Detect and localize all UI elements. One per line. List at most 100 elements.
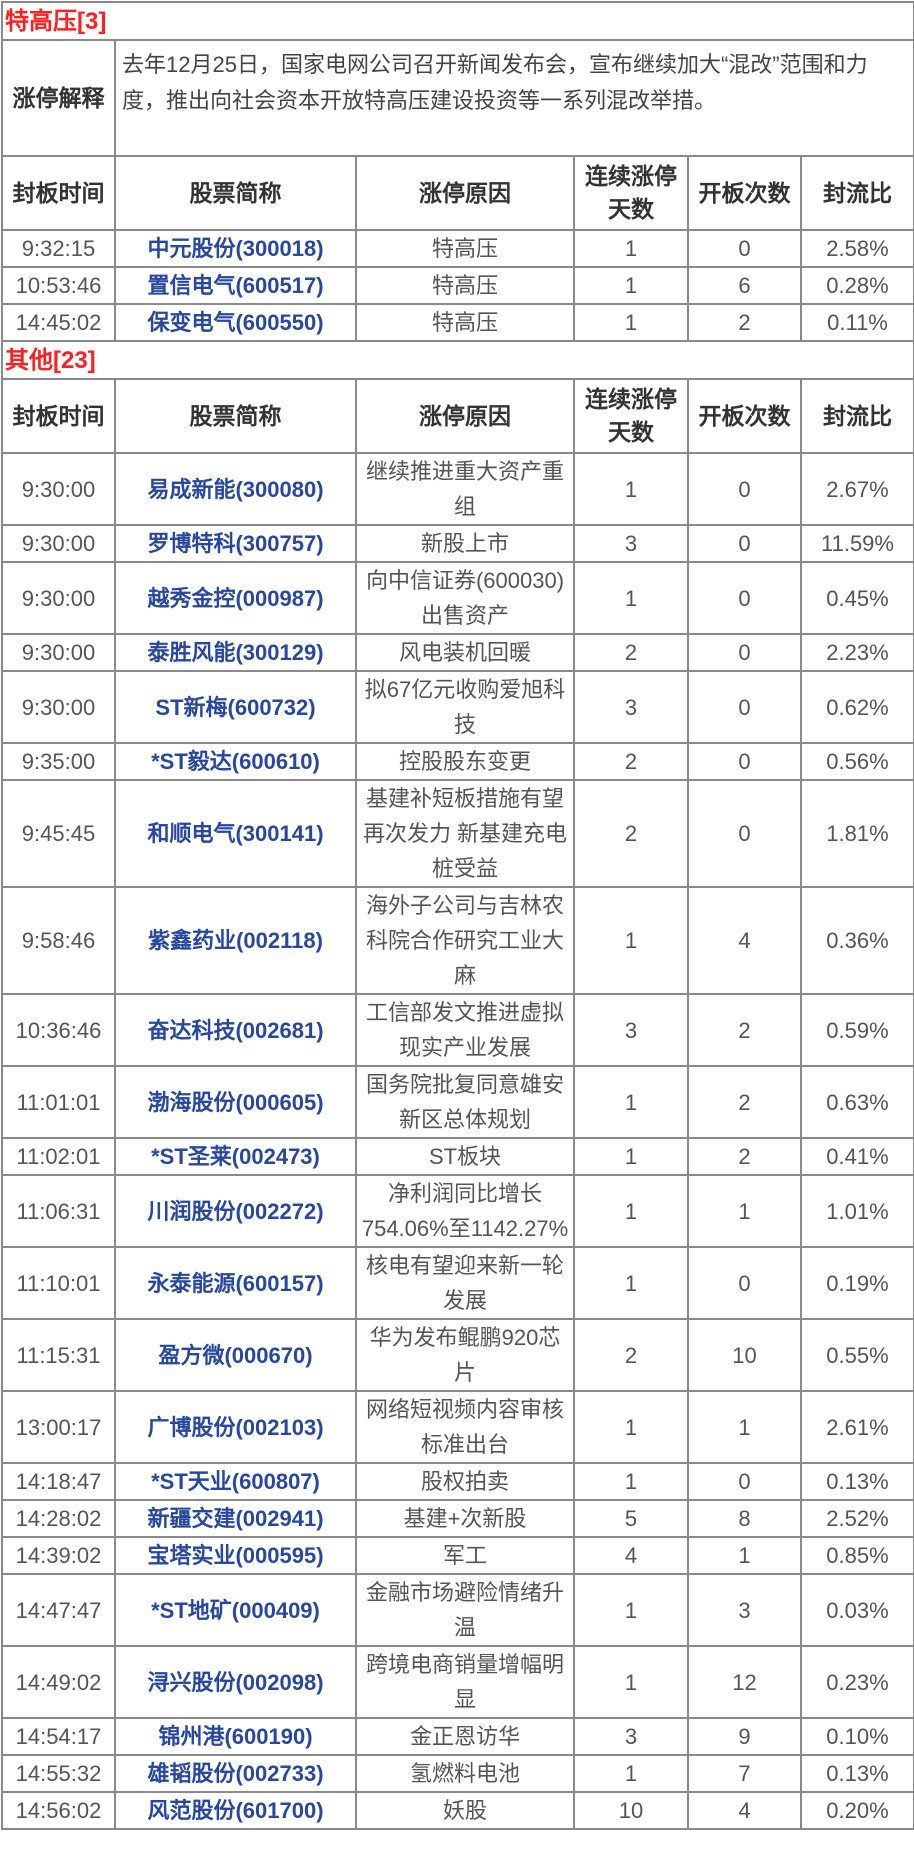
table-row: 9:58:46 紫鑫药业(002118) 海外子公司与吉林农科院合作研究工业大麻 1 4…	[1, 886, 914, 995]
stock-name-cell[interactable]: 泰胜风能(300129)	[114, 633, 357, 672]
stock-name-cell[interactable]: 置信电气(600517)	[114, 266, 357, 305]
stock-name-cell[interactable]: 紫鑫药业(002118)	[114, 886, 357, 995]
stock-name-cell[interactable]: *ST毅达(600610)	[114, 742, 357, 781]
seal-ratio-cell: 0.11%	[800, 303, 914, 342]
open-count-cell: 1	[687, 1536, 802, 1575]
section-title: 特高压[3]	[1, 1, 914, 41]
seal-ratio-cell: 0.55%	[800, 1318, 914, 1392]
seal-time-cell: 11:10:01	[1, 1246, 116, 1320]
seal-ratio-cell: 0.13%	[800, 1754, 914, 1793]
consecutive-days-cell: 3	[573, 524, 689, 563]
stock-name-cell[interactable]: 广博股份(002103)	[114, 1390, 357, 1464]
stock-name-cell[interactable]: 雄韬股份(002733)	[114, 1754, 357, 1793]
limit-up-reason-cell: 特高压	[355, 303, 575, 342]
limit-up-table: 特高压[3] 涨停解释 去年12月25日，国家电网公司召开新闻发布会，宣布继续加大“…	[1, 1, 914, 1830]
explanation-label: 涨停解释	[1, 39, 116, 157]
limit-up-reason-cell: 净利润同比增长754.06%至1142.27%	[355, 1174, 575, 1248]
seal-ratio-cell: 0.03%	[800, 1573, 914, 1647]
stock-name-cell[interactable]: 渤海股份(000605)	[114, 1065, 357, 1139]
consecutive-days-cell: 10	[573, 1791, 689, 1830]
consecutive-days-cell: 2	[573, 1318, 689, 1392]
open-count-cell: 1	[687, 1174, 802, 1248]
table-row: 9:30:00 易成新能(300080) 继续推进重大资产重组 1 0 2.67%	[1, 452, 914, 526]
column-header-seal-time: 封板时间	[1, 155, 116, 231]
stock-name-cell[interactable]: 宝塔实业(000595)	[114, 1536, 357, 1575]
open-count-cell: 0	[687, 742, 802, 781]
seal-ratio-cell: 0.59%	[800, 993, 914, 1067]
section-title-row: 其他[23]	[1, 340, 914, 380]
seal-ratio-cell: 11.59%	[800, 524, 914, 563]
limit-up-reason-cell: 海外子公司与吉林农科院合作研究工业大麻	[355, 886, 575, 995]
limit-up-reason-cell: 华为发布鲲鹏920芯片	[355, 1318, 575, 1392]
table-row: 14:39:02 宝塔实业(000595) 军工 4 1 0.85%	[1, 1536, 914, 1575]
seal-ratio-cell: 0.56%	[800, 742, 914, 781]
limit-up-reason-cell: 特高压	[355, 266, 575, 305]
stock-name-cell[interactable]: ST新梅(600732)	[114, 670, 357, 744]
stock-name-cell[interactable]: 锦州港(600190)	[114, 1717, 357, 1756]
limit-up-reason-cell: 氢燃料电池	[355, 1754, 575, 1793]
seal-time-cell: 9:58:46	[1, 886, 116, 995]
open-count-cell: 0	[687, 561, 802, 635]
table-row: 14:28:02 新疆交建(002941) 基建+次新股 5 8 2.52%	[1, 1499, 914, 1538]
stock-name-cell[interactable]: 永泰能源(600157)	[114, 1246, 357, 1320]
limit-up-reason-cell: 特高压	[355, 229, 575, 268]
column-header-seal-ratio: 封流比	[800, 378, 914, 454]
stock-name-cell[interactable]: 奋达科技(002681)	[114, 993, 357, 1067]
table-row: 11:02:01 *ST圣莱(002473) ST板块 1 2 0.41%	[1, 1137, 914, 1176]
stock-name-cell[interactable]: 易成新能(300080)	[114, 452, 357, 526]
stock-name-cell[interactable]: *ST地矿(000409)	[114, 1573, 357, 1647]
stock-name-cell[interactable]: 盈方微(000670)	[114, 1318, 357, 1392]
stock-name-cell[interactable]: 保变电气(600550)	[114, 303, 357, 342]
seal-time-cell: 11:02:01	[1, 1137, 116, 1176]
seal-ratio-cell: 0.23%	[800, 1645, 914, 1719]
column-header-seal-time: 封板时间	[1, 378, 116, 454]
table-row: 9:35:00 *ST毅达(600610) 控股股东变更 2 0 0.56%	[1, 742, 914, 781]
stock-name-cell[interactable]: 浔兴股份(002098)	[114, 1645, 357, 1719]
open-count-cell: 0	[687, 670, 802, 744]
consecutive-days-cell: 1	[573, 886, 689, 995]
stock-name-cell[interactable]: 越秀金控(000987)	[114, 561, 357, 635]
open-count-cell: 0	[687, 1462, 802, 1501]
stock-name-cell[interactable]: 罗博特科(300757)	[114, 524, 357, 563]
limit-up-reason-cell: 军工	[355, 1536, 575, 1575]
seal-ratio-cell: 0.10%	[800, 1717, 914, 1756]
open-count-cell: 0	[687, 1246, 802, 1320]
stock-name-cell[interactable]: 川润股份(002272)	[114, 1174, 357, 1248]
consecutive-days-cell: 1	[573, 1246, 689, 1320]
seal-time-cell: 14:45:02	[1, 303, 116, 342]
stock-name-cell[interactable]: *ST天业(600807)	[114, 1462, 357, 1501]
seal-ratio-cell: 2.61%	[800, 1390, 914, 1464]
open-count-cell: 9	[687, 1717, 802, 1756]
table-row: 11:15:31 盈方微(000670) 华为发布鲲鹏920芯片 2 10 0.55%	[1, 1318, 914, 1392]
limit-up-reason-cell: 风电装机回暖	[355, 633, 575, 672]
column-header-seal-ratio: 封流比	[800, 155, 914, 231]
stock-name-cell[interactable]: 和顺电气(300141)	[114, 779, 357, 888]
consecutive-days-cell: 1	[573, 1573, 689, 1647]
table-row: 9:30:00 泰胜风能(300129) 风电装机回暖 2 0 2.23%	[1, 633, 914, 672]
table-row: 9:32:15 中元股份(300018) 特高压 1 0 2.58%	[1, 229, 914, 268]
stock-name-cell[interactable]: 新疆交建(002941)	[114, 1499, 357, 1538]
consecutive-days-cell: 1	[573, 1462, 689, 1501]
seal-ratio-cell: 0.28%	[800, 266, 914, 305]
consecutive-days-cell: 4	[573, 1536, 689, 1575]
explanation-row: 涨停解释 去年12月25日，国家电网公司召开新闻发布会，宣布继续加大“混改”范围和…	[1, 39, 914, 157]
seal-time-cell: 9:45:45	[1, 779, 116, 888]
consecutive-days-cell: 3	[573, 993, 689, 1067]
explanation-text: 去年12月25日，国家电网公司召开新闻发布会，宣布继续加大“混改”范围和力度，推…	[114, 39, 914, 157]
header-row: 封板时间 股票简称 涨停原因 连续涨停天数 开板次数 封流比	[1, 155, 914, 231]
column-header-limit-up-reason: 涨停原因	[355, 378, 575, 454]
table-row: 9:30:00 罗博特科(300757) 新股上市 3 0 11.59%	[1, 524, 914, 563]
seal-ratio-cell: 2.67%	[800, 452, 914, 526]
limit-up-reason-cell: ST板块	[355, 1137, 575, 1176]
stock-name-cell[interactable]: 中元股份(300018)	[114, 229, 357, 268]
seal-ratio-cell: 0.19%	[800, 1246, 914, 1320]
open-count-cell: 2	[687, 1065, 802, 1139]
column-header-open-count: 开板次数	[687, 378, 802, 454]
limit-up-reason-cell: 国务院批复同意雄安新区总体规划	[355, 1065, 575, 1139]
limit-up-reason-cell: 向中信证券(600030)出售资产	[355, 561, 575, 635]
seal-ratio-cell: 0.20%	[800, 1791, 914, 1830]
consecutive-days-cell: 2	[573, 779, 689, 888]
seal-time-cell: 9:35:00	[1, 742, 116, 781]
stock-name-cell[interactable]: 风范股份(601700)	[114, 1791, 357, 1830]
stock-name-cell[interactable]: *ST圣莱(002473)	[114, 1137, 357, 1176]
